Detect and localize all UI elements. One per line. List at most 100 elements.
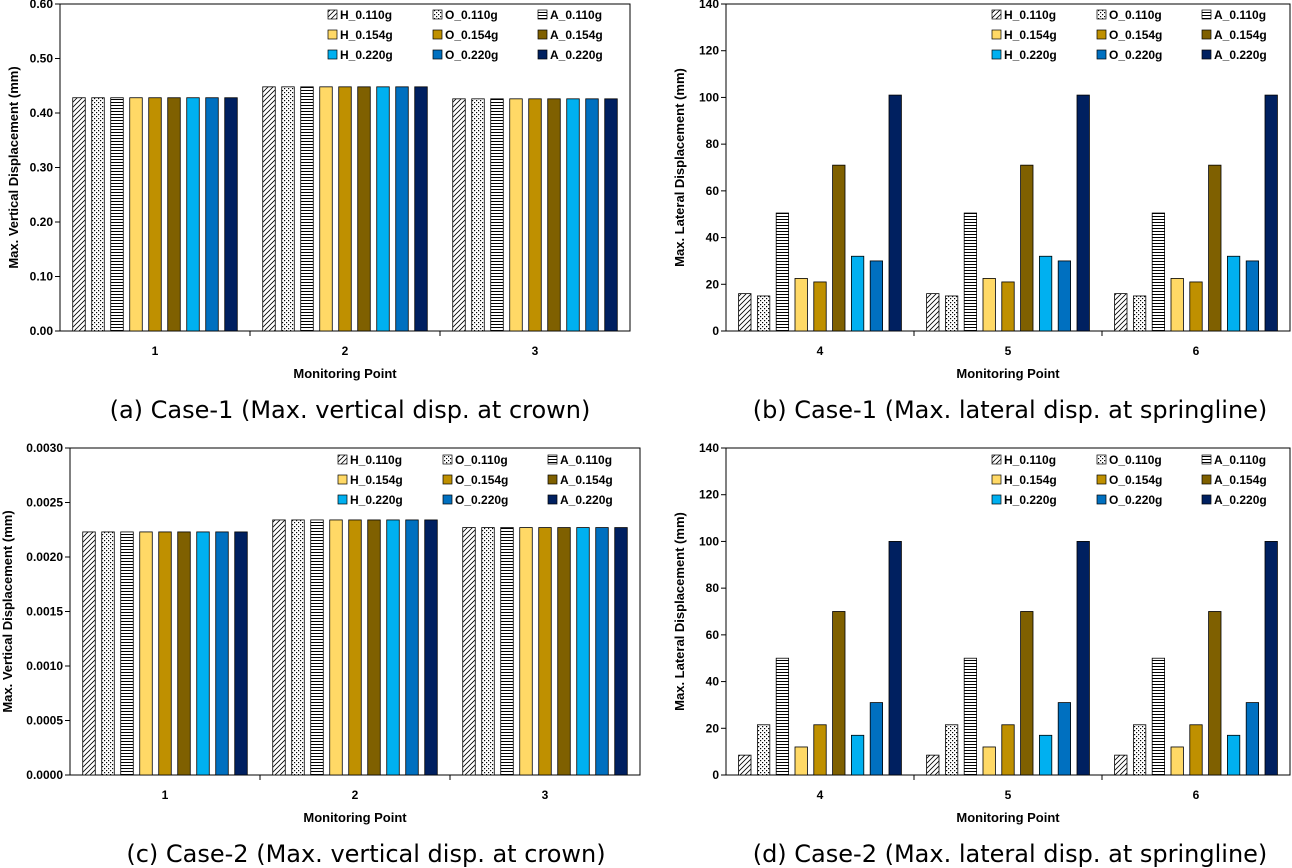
legend-label-O_0.154g: O_0.154g	[455, 473, 508, 487]
bar-O_0.110g-pt3	[481, 527, 495, 776]
bar-O_0.110g-pt2	[291, 519, 305, 776]
bar-H_0.110g-pt4	[738, 293, 752, 332]
legend-swatch-O_0.154g	[432, 29, 443, 40]
y-tick-label: 0.30	[30, 161, 54, 175]
legend-label-H_0.154g: H_0.154g	[340, 28, 393, 42]
legend-label-O_0.110g: O_0.110g	[1109, 453, 1162, 467]
bar-A_0.220g-pt2	[414, 86, 428, 332]
panel-caption: (d) Case-2 (Max. lateral disp. at spring…	[753, 840, 1268, 868]
x-tick-label: 4	[817, 344, 824, 358]
chart-panel-4: 0 20 40 60 80 100 120 140 4 5 6 Monitoring Point Max…	[672, 441, 1291, 868]
legend-swatch-H_0.154g	[991, 29, 1002, 40]
legend-swatch-H_0.110g	[337, 454, 348, 465]
legend-label-H_0.154g: H_0.154g	[1004, 473, 1057, 487]
bar-O_0.110g-pt3	[471, 98, 485, 332]
bar-H_0.220g-pt2	[376, 86, 390, 332]
legend: H_0.110g O_0.110g A_0.110g H_0.154g O_0.154g…	[991, 453, 1267, 507]
bar-O_0.154g-pt5	[1001, 281, 1015, 332]
bar-A_0.220g-pt4	[888, 94, 902, 332]
bar-A_0.154g-pt2	[367, 519, 381, 776]
y-tick-label: 60	[706, 628, 720, 642]
legend-swatch-H_0.154g	[991, 474, 1002, 485]
bar-A_0.110g-pt6	[1151, 212, 1166, 332]
bar-A_0.220g-pt5	[1076, 541, 1090, 776]
legend-label-A_0.110g: A_0.110g	[1214, 8, 1266, 22]
bar-A_0.110g-pt2	[310, 519, 324, 776]
legend-swatch-O_0.220g	[1096, 49, 1107, 60]
x-tick-label: 3	[532, 344, 539, 358]
y-axis-label: Max. Vertical Displacement (mm)	[6, 66, 21, 268]
bar-H_0.154g-pt2	[319, 86, 333, 332]
bar-A_0.154g-pt1	[177, 531, 191, 776]
chart-panel-1: 0.00 0.10 0.20 0.30 0.40 0.50 0.60 1 2 3 Monitorin…	[6, 0, 631, 424]
legend-label-O_0.110g: O_0.110g	[1109, 8, 1162, 22]
y-tick-label: 0.00	[30, 324, 54, 338]
y-tick-label: 0.0015	[26, 605, 63, 619]
legend-swatch-A_0.154g	[547, 474, 558, 485]
bar-O_0.220g-pt5	[1057, 702, 1072, 776]
y-tick-label: 80	[706, 581, 720, 595]
legend: H_0.110g O_0.110g A_0.110g H_0.154g O_0.154g…	[337, 453, 613, 507]
bar-A_0.110g-pt4	[775, 657, 790, 776]
legend-swatch-O_0.220g	[442, 494, 453, 505]
bar-H_0.110g-pt5	[926, 754, 940, 776]
bar-O_0.110g-pt1	[101, 531, 115, 776]
bar-O_0.220g-pt6	[1245, 260, 1260, 332]
legend-swatch-H_0.110g	[327, 9, 338, 20]
y-tick-label: 0.0005	[26, 714, 63, 728]
bar-H_0.154g-pt3	[509, 98, 523, 332]
bar-H_0.154g-pt6	[1170, 746, 1184, 776]
bar-H_0.220g-pt4	[850, 734, 865, 776]
y-tick-label: 0.0025	[26, 496, 63, 510]
legend-label-A_0.154g: A_0.154g	[560, 473, 613, 487]
bar-A_0.154g-pt5	[1020, 164, 1034, 332]
y-axis-label: Max. Vertical Displacement (mm)	[0, 510, 15, 712]
bar-H_0.154g-pt6	[1170, 278, 1184, 332]
y-tick-label: 0.0030	[26, 441, 63, 455]
y-tick-label: 0.60	[30, 0, 54, 11]
legend-swatch-A_0.110g	[1201, 9, 1212, 20]
bar-H_0.220g-pt4	[850, 255, 865, 332]
panel-caption: (a) Case-1 (Max. vertical disp. at crown…	[110, 396, 591, 424]
legend-swatch-A_0.154g	[1201, 29, 1212, 40]
legend-swatch-A_0.154g	[1201, 474, 1212, 485]
bar-H_0.220g-pt2	[386, 519, 400, 776]
bar-H_0.220g-pt5	[1038, 255, 1053, 332]
bar-A_0.220g-pt2	[424, 519, 438, 776]
legend: H_0.110g O_0.110g A_0.110g H_0.154g O_0.154g…	[991, 8, 1267, 62]
y-axis-label: Max. Lateral Displacement (mm)	[672, 512, 687, 711]
y-tick-label: 0.10	[30, 270, 54, 284]
bar-O_0.220g-pt5	[1057, 260, 1072, 332]
bar-O_0.110g-pt4	[756, 724, 771, 776]
legend-swatch-H_0.220g	[337, 494, 348, 505]
bar-O_0.110g-pt1	[91, 97, 105, 332]
bar-H_0.220g-pt5	[1038, 734, 1053, 776]
y-tick-label: 120	[699, 44, 719, 58]
bar-O_0.220g-pt2	[405, 519, 419, 776]
bar-O_0.110g-pt4	[756, 295, 771, 332]
legend-label-O_0.220g: O_0.220g	[1109, 48, 1162, 62]
bar-H_0.110g-pt6	[1114, 754, 1128, 776]
bar-A_0.154g-pt3	[547, 98, 561, 332]
bar-A_0.154g-pt2	[357, 86, 371, 332]
legend-swatch-A_0.154g	[537, 29, 548, 40]
legend-swatch-A_0.220g	[547, 494, 558, 505]
legend-swatch-A_0.110g	[547, 454, 558, 465]
bar-O_0.154g-pt1	[148, 97, 162, 332]
legend-label-O_0.220g: O_0.220g	[1109, 493, 1162, 507]
bar-A_0.110g-pt5	[963, 212, 978, 332]
legend-label-A_0.110g: A_0.110g	[550, 8, 602, 22]
bar-H_0.220g-pt6	[1226, 255, 1241, 332]
bar-H_0.110g-pt4	[738, 754, 752, 776]
x-tick-label: 6	[1193, 344, 1200, 358]
bar-H_0.220g-pt3	[566, 98, 580, 332]
bar-A_0.220g-pt3	[604, 98, 618, 332]
y-tick-label: 20	[706, 721, 720, 735]
x-tick-label: 3	[542, 788, 549, 802]
legend-swatch-H_0.110g	[991, 9, 1002, 20]
bar-H_0.110g-pt3	[452, 98, 466, 332]
bar-H_0.110g-pt2	[272, 519, 286, 776]
legend-label-H_0.220g: H_0.220g	[1004, 493, 1057, 507]
legend-swatch-O_0.110g	[1096, 9, 1107, 20]
